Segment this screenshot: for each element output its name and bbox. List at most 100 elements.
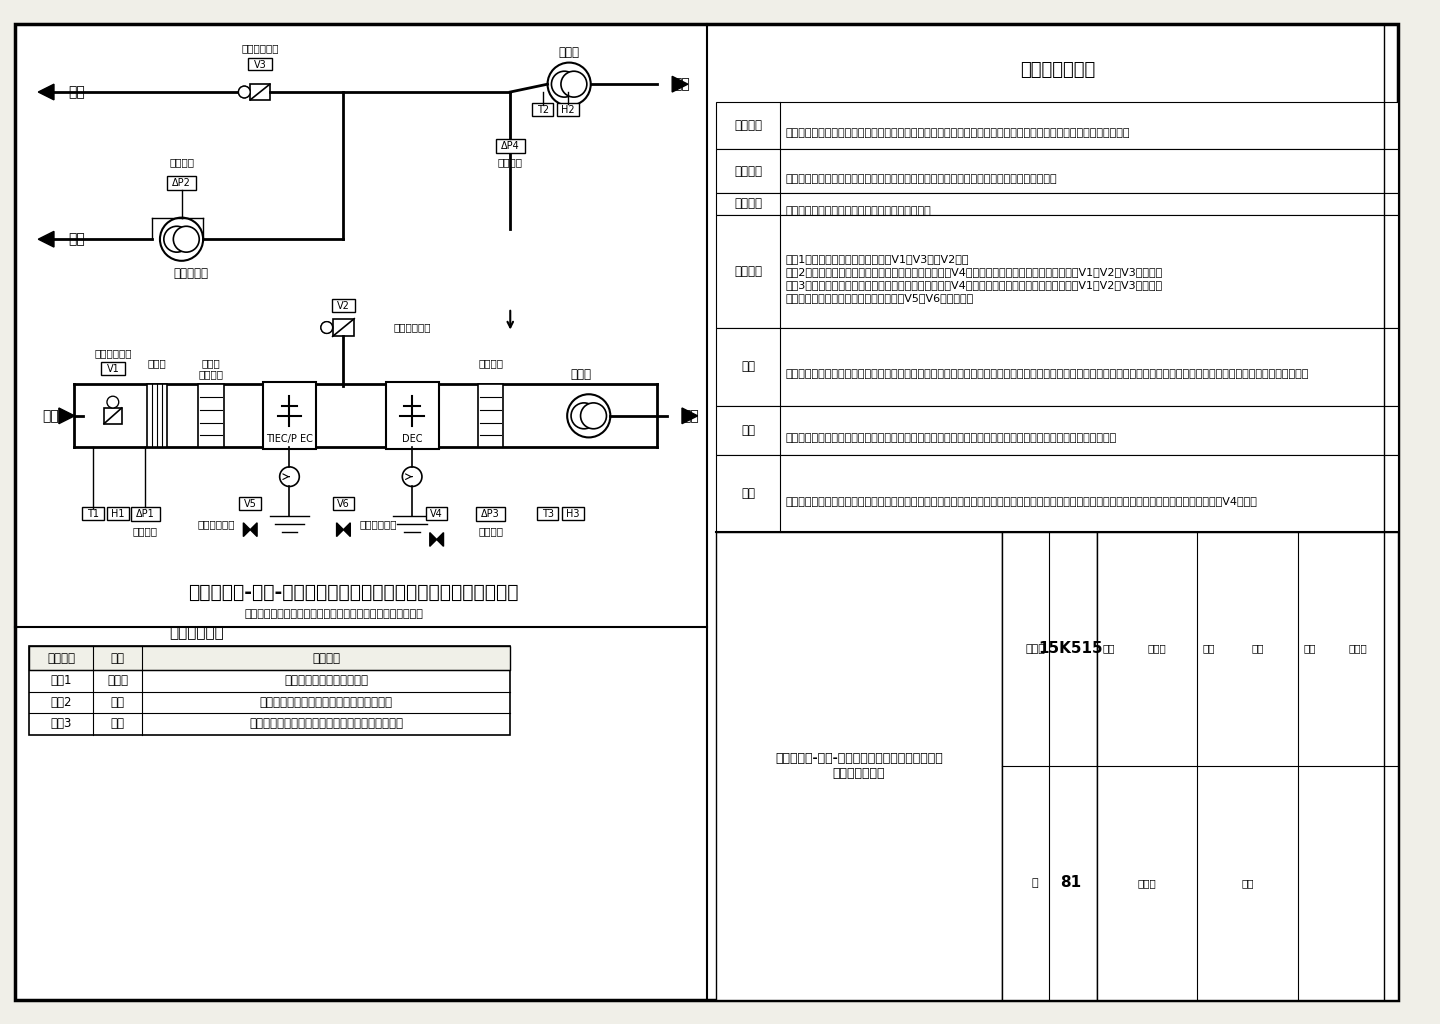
Bar <box>716 101 1398 148</box>
Text: 内冷式间接-直接-机械制冷三级蒸发冷却通风空调系统控制原理图: 内冷式间接-直接-机械制冷三级蒸发冷却通风空调系统控制原理图 <box>189 583 518 602</box>
Circle shape <box>239 86 251 98</box>
Bar <box>331 299 356 312</box>
Text: 压差监测: 压差监测 <box>498 157 523 167</box>
Text: ΔP4: ΔP4 <box>501 141 520 151</box>
Text: V4: V4 <box>431 509 444 519</box>
Polygon shape <box>59 408 75 424</box>
Text: 本原理图为包含内冷式间接蒸发冷却、直接蒸发冷却和机械制冷的三级蒸发冷却系统控制。本原理图适用于潮湿地区。: 本原理图为包含内冷式间接蒸发冷却、直接蒸发冷却和机械制冷的三级蒸发冷却系统控制。… <box>785 128 1129 138</box>
Bar <box>29 646 510 670</box>
Bar <box>426 507 448 520</box>
Polygon shape <box>672 77 688 92</box>
Text: 回风机: 回风机 <box>559 46 580 59</box>
Text: V1: V1 <box>107 364 120 374</box>
Text: 直接蒸发冷却，加热盘管、冷热盘管，送、回风机: 直接蒸发冷却，加热盘管、冷热盘管，送、回风机 <box>249 718 403 730</box>
Text: 控制要求及说明: 控制要求及说明 <box>1020 61 1094 80</box>
Text: 间接蒸发冷却: 间接蒸发冷却 <box>197 519 235 528</box>
Circle shape <box>164 226 190 252</box>
Text: DEC: DEC <box>402 434 422 444</box>
Bar <box>716 455 1398 531</box>
Text: 新风: 新风 <box>42 409 59 423</box>
Bar <box>475 507 505 521</box>
Text: H2: H2 <box>562 104 575 115</box>
Text: V6: V6 <box>337 499 350 509</box>
Text: 直接蒸发冷却: 直接蒸发冷却 <box>359 519 396 528</box>
Text: 排风: 排风 <box>69 85 85 99</box>
Text: 内冷式间接-直接-机械制冷三级蒸发冷却通风空调
系统控制原理图: 内冷式间接-直接-机械制冷三级蒸发冷却通风空调 系统控制原理图 <box>775 752 943 779</box>
Text: 送风机启停与各电动调节风阀、电动调节水阀联动开闭；风机启动后进、出口两侧压差低于设定值时，联锁停机。: 送风机启停与各电动调节风阀、电动调节水阀联动开闭；风机启动后进、出口两侧压差低于… <box>785 433 1116 443</box>
Text: V2: V2 <box>337 301 350 311</box>
Bar <box>147 384 167 447</box>
Circle shape <box>239 86 251 98</box>
Text: ΔP2: ΔP2 <box>173 178 192 188</box>
Bar <box>495 139 526 153</box>
Text: 间接蒸发冷却，冷热盘管，送、回、排风机: 间接蒸发冷却，冷热盘管，送、回、排风机 <box>259 696 393 709</box>
Polygon shape <box>337 523 344 537</box>
Circle shape <box>402 467 422 486</box>
Text: 排风: 排风 <box>69 232 85 246</box>
Text: 图集号: 图集号 <box>1025 644 1045 653</box>
Bar <box>557 102 579 116</box>
Bar <box>333 498 354 510</box>
Bar <box>537 507 559 520</box>
Bar <box>716 407 1398 455</box>
Text: 送风: 送风 <box>683 409 698 423</box>
Text: 审核: 审核 <box>1103 644 1115 653</box>
Text: 骆海川: 骆海川 <box>1349 644 1368 653</box>
Bar <box>101 361 125 375</box>
Circle shape <box>552 72 577 97</box>
Text: 15K515: 15K515 <box>1038 641 1103 656</box>
Bar <box>199 384 223 447</box>
Bar <box>239 498 261 510</box>
Bar <box>1002 531 1097 999</box>
Polygon shape <box>436 532 444 547</box>
Text: 页: 页 <box>1032 878 1038 888</box>
Bar <box>131 507 160 521</box>
Text: 工况2：最小新风量运行；由回风温度控制电动调节水阀V4的开度；根据新风比控制电动调节风阀V1、V2、V3的开度。: 工况2：最小新风量运行；由回风温度控制电动调节水阀V4的开度；根据新风比控制电动… <box>785 267 1162 278</box>
Circle shape <box>580 402 606 429</box>
Polygon shape <box>39 231 53 247</box>
Text: 工况1：全新风运行；电动调节风阀V1、V3开，V2关。: 工况1：全新风运行；电动调节风阀V1、V3开，V2关。 <box>785 255 969 264</box>
Text: 运行设备: 运行设备 <box>312 651 340 665</box>
Text: 运行配置说明: 运行配置说明 <box>168 626 223 640</box>
Text: H3: H3 <box>566 509 580 519</box>
Text: 压差监测: 压差监测 <box>168 158 194 168</box>
Text: 电动调节风阀: 电动调节风阀 <box>393 323 431 333</box>
Bar <box>82 507 104 520</box>
Bar <box>107 507 128 520</box>
Text: 工况1: 工况1 <box>50 674 72 687</box>
Text: 联锁: 联锁 <box>742 424 755 437</box>
Text: 二次排风机: 二次排风机 <box>174 267 209 280</box>
Bar <box>716 328 1398 407</box>
Text: 季节: 季节 <box>111 651 125 665</box>
Bar <box>386 383 439 450</box>
Circle shape <box>562 72 588 97</box>
Text: T1: T1 <box>88 509 99 519</box>
Text: ΔP3: ΔP3 <box>481 509 500 519</box>
Circle shape <box>160 218 203 261</box>
Text: 81: 81 <box>1060 876 1081 890</box>
Circle shape <box>321 322 333 334</box>
Text: T2: T2 <box>537 104 549 115</box>
Text: 工况3：最小新风量运行；由回风温度控制电动调节水阀V4的开度；根据新风比控制电动调节风阀V1、V2、V3的开度。: 工况3：最小新风量运行；由回风温度控制电动调节水阀V4的开度；根据新风比控制电动… <box>785 280 1162 290</box>
Text: 汪超: 汪超 <box>1251 644 1264 653</box>
Bar <box>478 384 504 447</box>
Text: 根据室内外温度及给值控制水泵的启停、风机的启停、电动调节风阀和电动调节水阀的开度。: 根据室内外温度及给值控制水泵的启停、风机的启停、电动调节风阀和电动调节水阀的开度… <box>785 173 1057 183</box>
Text: 系统说明: 系统说明 <box>734 119 762 132</box>
Circle shape <box>107 396 118 408</box>
Text: TIEC/P EC: TIEC/P EC <box>266 434 312 444</box>
Text: 夏季: 夏季 <box>111 696 125 709</box>
Text: 报警: 报警 <box>742 486 755 500</box>
Circle shape <box>567 394 611 437</box>
Bar <box>716 215 1398 328</box>
Circle shape <box>173 226 199 252</box>
Text: 控制方法: 控制方法 <box>734 264 762 278</box>
Circle shape <box>321 322 333 334</box>
Text: 工况2: 工况2 <box>50 696 72 709</box>
Bar <box>562 507 583 520</box>
Bar <box>333 318 354 336</box>
Circle shape <box>547 62 590 105</box>
Bar <box>104 408 121 424</box>
Text: 工况3: 工况3 <box>50 718 72 730</box>
Circle shape <box>572 402 598 429</box>
Text: 监测: 监测 <box>742 360 755 374</box>
